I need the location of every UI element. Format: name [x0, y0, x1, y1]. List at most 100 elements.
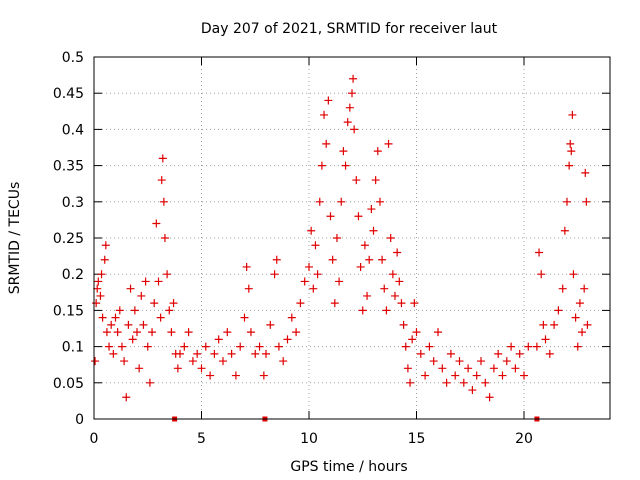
data-point	[416, 349, 425, 358]
data-point	[352, 176, 361, 185]
data-point	[575, 299, 584, 308]
data-point	[251, 349, 260, 358]
y-tick-label: 0.1	[62, 340, 84, 356]
data-point	[515, 349, 524, 358]
data-point	[193, 349, 202, 358]
data-point	[152, 219, 161, 228]
y-tick-label: 0.5	[62, 50, 84, 66]
data-point	[126, 284, 135, 293]
data-point	[100, 255, 109, 264]
data-point	[429, 357, 438, 366]
data-point	[537, 270, 546, 279]
data-point	[91, 357, 100, 366]
data-point	[206, 371, 215, 380]
data-point	[569, 270, 578, 279]
data-point	[565, 161, 574, 170]
data-point	[421, 371, 430, 380]
data-point	[335, 277, 344, 286]
data-point	[388, 270, 397, 279]
data-point	[408, 335, 417, 344]
data-point	[320, 110, 329, 119]
y-tick-label: 0.35	[53, 159, 84, 175]
data-point	[349, 74, 358, 83]
data-point	[363, 291, 372, 300]
data-point	[358, 306, 367, 315]
data-point	[378, 255, 387, 264]
x-tick-label: 20	[515, 431, 533, 447]
data-point	[532, 342, 541, 351]
data-point	[464, 364, 473, 373]
data-point	[337, 197, 346, 206]
data-point	[578, 328, 587, 337]
data-point	[393, 248, 402, 257]
data-point	[296, 299, 305, 308]
x-tick-label: 10	[300, 431, 318, 447]
data-point	[219, 357, 227, 366]
data-point	[246, 328, 255, 337]
data-point	[524, 342, 533, 351]
data-point	[391, 291, 399, 300]
data-point	[580, 284, 589, 293]
data-point	[498, 371, 507, 380]
data-point	[535, 248, 544, 257]
data-point	[348, 89, 356, 98]
data-point	[332, 234, 341, 242]
data-point	[582, 197, 591, 206]
data-point	[468, 386, 477, 395]
axis-ticks: 0 0.05 0.1 0.15 0.2 0.25 0.3 0.35 0.4 0.45 0.5 0 5 10…	[53, 50, 610, 447]
data-point	[571, 313, 580, 322]
data-point	[115, 306, 124, 315]
data-point	[477, 357, 485, 366]
data-point	[96, 291, 105, 300]
data-point	[167, 328, 176, 337]
data-point	[223, 328, 232, 337]
data-point	[446, 349, 455, 358]
data-point	[373, 147, 382, 156]
data-point	[350, 125, 359, 134]
y-tick-label: 0.4	[62, 122, 84, 138]
data-point	[242, 262, 251, 271]
data-point	[156, 313, 165, 322]
data-point	[406, 378, 415, 387]
data-point	[93, 284, 102, 293]
data-point	[176, 349, 184, 358]
data-point	[255, 342, 264, 351]
data-point	[380, 284, 389, 293]
data-point	[141, 277, 150, 286]
data-point	[412, 328, 421, 337]
x-tick-label: 5	[197, 431, 206, 447]
data-point	[137, 291, 146, 300]
data-point	[360, 241, 369, 250]
data-point	[154, 277, 163, 286]
data-point	[236, 342, 245, 351]
data-point	[283, 335, 292, 344]
data-point	[259, 371, 268, 380]
data-point	[94, 277, 103, 286]
data-point	[550, 320, 559, 329]
data-point	[324, 96, 333, 105]
data-point	[345, 103, 354, 112]
data-point	[371, 176, 380, 185]
data-point	[481, 378, 490, 387]
y-tick-label: 0.15	[53, 303, 84, 319]
data-point	[403, 364, 412, 373]
data-point	[386, 234, 395, 242]
data-point	[560, 226, 569, 235]
data-point	[382, 306, 391, 315]
data-point	[489, 364, 498, 373]
data-point	[231, 371, 240, 380]
data-point	[541, 335, 550, 344]
data-point	[341, 161, 350, 170]
y-tick-label: 0.25	[53, 231, 84, 247]
data-point	[150, 299, 159, 308]
data-point	[485, 393, 494, 402]
data-point	[309, 284, 318, 293]
data-point	[365, 255, 374, 264]
data-point	[139, 320, 148, 329]
data-point	[472, 371, 481, 380]
data-point	[92, 299, 101, 308]
data-point	[128, 335, 137, 344]
data-point	[356, 262, 365, 271]
data-point	[313, 270, 322, 279]
